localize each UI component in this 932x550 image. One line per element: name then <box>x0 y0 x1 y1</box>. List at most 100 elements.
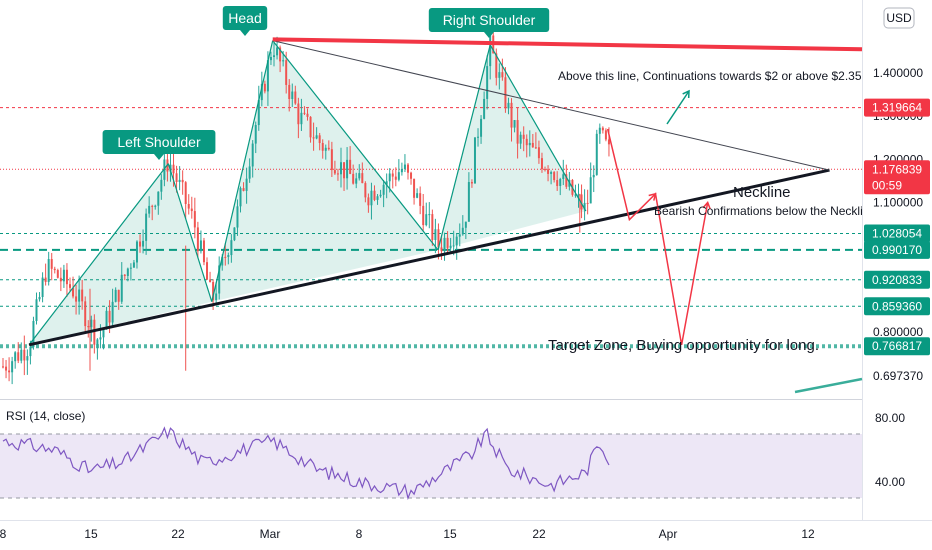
candle-body <box>233 227 236 241</box>
candle-body <box>540 158 543 170</box>
candle-body <box>32 320 35 348</box>
rsi-tick-label: 40.00 <box>875 475 905 489</box>
note-above-line: Above this line, Continuations towards $… <box>558 69 862 83</box>
price-tag[interactable]: 0.990170 <box>864 240 930 259</box>
rsi-tick-label: 80.00 <box>875 411 905 425</box>
price-tag[interactable]: 0.920833 <box>864 270 930 289</box>
right-shoulder-label-pointer <box>484 32 494 38</box>
candle-body <box>547 169 550 174</box>
support-extension <box>794 377 863 394</box>
left-shoulder-label-pointer <box>154 154 164 160</box>
neckline-label: Neckline <box>733 184 791 201</box>
currency-button[interactable]: USD <box>883 7 915 29</box>
left-shoulder-triangle <box>29 163 212 345</box>
candle-body <box>458 234 461 237</box>
candle-body <box>184 182 187 204</box>
candle-body <box>607 139 610 145</box>
candle-body <box>455 236 458 246</box>
price-tag-value: 1.176839 <box>872 162 922 176</box>
candle-body <box>81 289 84 302</box>
candle-body <box>50 259 53 269</box>
head-label-pointer <box>240 30 250 36</box>
candle-body <box>99 337 102 340</box>
candle-body <box>431 214 434 240</box>
right-shoulder-label[interactable]: Right Shoulder <box>428 8 550 38</box>
candle-body <box>199 240 202 252</box>
candle-body <box>495 53 498 78</box>
candle-body <box>202 240 205 263</box>
candle-body <box>528 142 531 146</box>
candle-body <box>193 211 196 228</box>
candle-body <box>239 188 242 207</box>
candle-body <box>388 173 391 182</box>
candle-body <box>504 77 507 109</box>
candle-body <box>157 191 160 206</box>
candle-body <box>531 142 534 148</box>
rsi-title[interactable]: RSI (14, close) <box>6 409 85 423</box>
candle-body <box>343 162 346 179</box>
candle-body <box>75 296 78 302</box>
candle-body <box>245 178 248 191</box>
candle-body <box>41 277 44 298</box>
candle-body <box>403 164 406 169</box>
candle-body <box>355 178 358 184</box>
candle-body <box>562 174 565 179</box>
price-tag[interactable]: 0.766817 <box>864 337 930 356</box>
price-tag[interactable]: 1.176839 00:59 <box>864 160 930 195</box>
continuation-arrow <box>666 90 690 125</box>
candle-body <box>422 205 425 226</box>
forecast-arrowhead <box>702 201 711 210</box>
candle-body <box>72 287 75 297</box>
time-axis[interactable]: 8 15 22 Mar 8 15 22 Apr 12 <box>0 520 932 550</box>
candle-body <box>473 137 476 184</box>
rsi-line <box>2 426 610 501</box>
price-tag-background <box>864 160 930 195</box>
forecast-arrowhead <box>648 192 657 201</box>
candle-body <box>586 202 589 204</box>
price-tag[interactable]: 0.859360 <box>864 297 930 316</box>
head-label[interactable]: Head <box>222 6 268 36</box>
head-label-text: Head <box>228 10 261 26</box>
time-tick-label: 12 <box>801 527 815 541</box>
candle-body <box>38 297 41 300</box>
candle-body <box>5 366 8 371</box>
candle-body <box>452 245 455 247</box>
candle-body <box>544 169 547 171</box>
candle-body <box>583 202 586 210</box>
candle-body <box>2 366 4 368</box>
candle-body <box>175 173 178 182</box>
price-tick-label: 0.697370 <box>873 369 923 383</box>
candle-body <box>489 35 492 67</box>
candle-body <box>84 301 87 327</box>
price-tag[interactable]: 1.319664 <box>864 98 930 117</box>
candle-body <box>59 277 62 282</box>
candle-body <box>108 310 111 323</box>
pattern-outline-segment <box>489 44 587 212</box>
price-tag-value: 1.028054 <box>872 226 922 240</box>
time-tick-label: Apr <box>659 527 678 541</box>
candle-body <box>373 190 376 200</box>
candle-body <box>434 229 437 240</box>
candle-body <box>480 118 483 137</box>
candle-body <box>126 268 129 276</box>
candle-body <box>47 259 50 282</box>
price-axis[interactable]: 1.4000001.3000001.2000001.1000000.800000… <box>863 0 932 520</box>
neckline <box>28 168 830 347</box>
candle-body <box>53 268 56 271</box>
candle-body <box>129 267 132 269</box>
left-shoulder-label[interactable]: Left Shoulder <box>102 130 216 160</box>
price-tag[interactable]: 1.028054 <box>864 224 930 243</box>
candle-body <box>29 347 32 357</box>
candle-body <box>534 147 537 149</box>
candle-body <box>209 279 212 283</box>
candle-body <box>242 188 245 191</box>
candle-body <box>44 277 47 282</box>
candle-body <box>312 137 315 139</box>
candle-body <box>221 256 224 266</box>
candle-body <box>230 240 233 256</box>
candle-body <box>154 205 157 207</box>
pattern-outline-segment <box>272 40 439 251</box>
candle-body <box>321 143 324 151</box>
price-tag-value: 1.319664 <box>872 101 922 115</box>
candle-body <box>349 159 352 174</box>
